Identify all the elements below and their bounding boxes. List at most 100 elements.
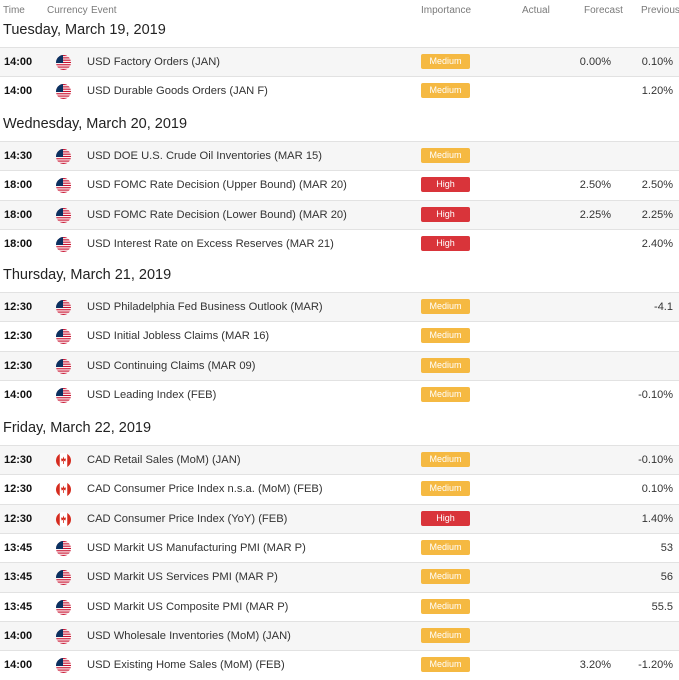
date-heading: Thursday, March 21, 2019 — [3, 267, 172, 283]
previous-value: -0.10% — [638, 389, 673, 401]
header-currency: Currency — [47, 5, 88, 16]
event-time: 18:00 — [4, 238, 33, 250]
forecast-value: 0.00% — [579, 56, 611, 68]
event-row[interactable]: 14:30 USD DOE U.S. Crude Oil Inventories … — [0, 141, 679, 171]
event-row[interactable]: 12:30 CAD Retail Sales (MoM) (JAN) Medium -… — [0, 445, 679, 475]
importance-badge: Medium — [421, 628, 470, 643]
event-name[interactable]: CAD Consumer Price Index n.s.a. (MoM) (F… — [87, 483, 323, 495]
header-previous: Previous — [641, 5, 679, 16]
event-time: 14:00 — [4, 56, 33, 68]
event-time: 12:30 — [4, 483, 33, 495]
previous-value: -1.20% — [638, 659, 673, 671]
event-row[interactable]: 12:30 USD Initial Jobless Claims (MAR 16)… — [0, 321, 679, 351]
event-time: 14:30 — [4, 150, 33, 162]
event-row[interactable]: 14:00 USD Existing Home Sales (MoM) (FEB)… — [0, 650, 679, 680]
event-name[interactable]: USD Continuing Claims (MAR 09) — [87, 360, 256, 372]
us-flag-icon — [56, 300, 71, 315]
ca-flag-icon — [56, 453, 71, 468]
previous-value: -4.1 — [654, 301, 673, 313]
event-row[interactable]: 12:30 USD Continuing Claims (MAR 09) Mediu… — [0, 351, 679, 381]
event-time: 13:45 — [4, 601, 33, 613]
event-time: 14:00 — [4, 389, 33, 401]
importance-badge: Medium — [421, 481, 470, 496]
event-time: 18:00 — [4, 209, 33, 221]
importance-badge: Medium — [421, 328, 470, 343]
importance-badge: Medium — [421, 540, 470, 555]
previous-value: 53 — [660, 542, 673, 554]
date-heading: Friday, March 22, 2019 — [3, 420, 152, 436]
event-time: 12:30 — [4, 513, 33, 525]
table-header: Time Currency Event Importance Actual Fo… — [0, 0, 679, 21]
event-row[interactable]: 13:45 USD Markit US Services PMI (MAR P) M… — [0, 562, 679, 592]
us-flag-icon — [56, 570, 71, 585]
event-name[interactable]: USD DOE U.S. Crude Oil Inventories (MAR … — [87, 150, 323, 162]
importance-badge: Medium — [421, 599, 470, 614]
date-heading: Wednesday, March 20, 2019 — [3, 116, 188, 132]
event-name[interactable]: USD Durable Goods Orders (JAN F) — [87, 85, 268, 97]
event-name[interactable]: USD Wholesale Inventories (MoM) (JAN) — [87, 630, 291, 642]
event-time: 12:30 — [4, 360, 33, 372]
event-row[interactable]: 12:30 USD Philadelphia Fed Business Outlo… — [0, 292, 679, 322]
event-row[interactable]: 14:00 USD Factory Orders (JAN) Medium 0.00%… — [0, 47, 679, 77]
importance-badge: High — [421, 511, 470, 526]
ca-flag-icon — [56, 482, 71, 497]
event-row[interactable]: 14:00 USD Wholesale Inventories (MoM) (JA… — [0, 621, 679, 651]
us-flag-icon — [56, 208, 71, 223]
importance-badge: Medium — [421, 83, 470, 98]
importance-badge: High — [421, 236, 470, 251]
event-name[interactable]: USD FOMC Rate Decision (Upper Bound) (MA… — [87, 179, 347, 191]
us-flag-icon — [56, 55, 71, 70]
event-row[interactable]: 12:30 CAD Consumer Price Index (YoY) (FEB… — [0, 504, 679, 534]
importance-badge: High — [421, 207, 470, 222]
event-name[interactable]: USD Interest Rate on Excess Reserves (MA… — [87, 238, 334, 250]
event-row[interactable]: 18:00 USD FOMC Rate Decision (Lower Bound… — [0, 200, 679, 230]
event-row[interactable]: 13:45 USD Markit US Manufacturing PMI (MA… — [0, 533, 679, 563]
event-time: 12:30 — [4, 330, 33, 342]
importance-badge: Medium — [421, 148, 470, 163]
header-actual: Actual — [522, 5, 550, 16]
us-flag-icon — [56, 359, 71, 374]
event-name[interactable]: USD Existing Home Sales (MoM) (FEB) — [87, 659, 285, 671]
event-name[interactable]: USD Markit US Composite PMI (MAR P) — [87, 601, 289, 613]
event-row[interactable]: 14:00 USD Leading Index (FEB) Medium -0.10% — [0, 380, 679, 410]
event-name[interactable]: USD Markit US Manufacturing PMI (MAR P) — [87, 542, 306, 554]
header-forecast: Forecast — [584, 5, 623, 16]
event-name[interactable]: CAD Retail Sales (MoM) (JAN) — [87, 454, 241, 466]
forecast-value: 3.20% — [579, 659, 611, 671]
event-row[interactable]: 13:45 USD Markit US Composite PMI (MAR P)… — [0, 592, 679, 622]
previous-value: 0.10% — [641, 56, 673, 68]
previous-value: 2.40% — [641, 238, 673, 250]
previous-value: 1.20% — [641, 85, 673, 97]
previous-value: 2.50% — [641, 179, 673, 191]
event-name[interactable]: USD Leading Index (FEB) — [87, 389, 217, 401]
previous-value: 2.25% — [641, 209, 673, 221]
event-time: 13:45 — [4, 571, 33, 583]
event-row[interactable]: 18:00 USD FOMC Rate Decision (Upper Bound… — [0, 170, 679, 200]
us-flag-icon — [56, 149, 71, 164]
importance-badge: Medium — [421, 452, 470, 467]
event-time: 14:00 — [4, 659, 33, 671]
header-time: Time — [3, 5, 25, 16]
event-row[interactable]: 12:30 CAD Consumer Price Index n.s.a. (Mo… — [0, 474, 679, 504]
event-name[interactable]: USD Philadelphia Fed Business Outlook (M… — [87, 301, 323, 313]
event-name[interactable]: USD Factory Orders (JAN) — [87, 56, 221, 68]
importance-badge: Medium — [421, 358, 470, 373]
forecast-value: 2.25% — [579, 209, 611, 221]
previous-value: 0.10% — [641, 483, 673, 495]
us-flag-icon — [56, 629, 71, 644]
event-row[interactable]: 18:00 USD Interest Rate on Excess Reserve… — [0, 229, 679, 259]
date-heading: Tuesday, March 19, 2019 — [3, 22, 166, 38]
importance-badge: Medium — [421, 299, 470, 314]
us-flag-icon — [56, 84, 71, 99]
event-name[interactable]: USD Initial Jobless Claims (MAR 16) — [87, 330, 270, 342]
event-name[interactable]: USD FOMC Rate Decision (Lower Bound) (MA… — [87, 209, 347, 221]
us-flag-icon — [56, 541, 71, 556]
event-row[interactable]: 14:00 USD Durable Goods Orders (JAN F) Med… — [0, 76, 679, 106]
event-time: 18:00 — [4, 179, 33, 191]
event-name[interactable]: USD Markit US Services PMI (MAR P) — [87, 571, 278, 583]
event-time: 14:00 — [4, 85, 33, 97]
previous-value: -0.10% — [638, 454, 673, 466]
event-name[interactable]: CAD Consumer Price Index (YoY) (FEB) — [87, 513, 288, 525]
importance-badge: Medium — [421, 54, 470, 69]
importance-badge: Medium — [421, 387, 470, 402]
